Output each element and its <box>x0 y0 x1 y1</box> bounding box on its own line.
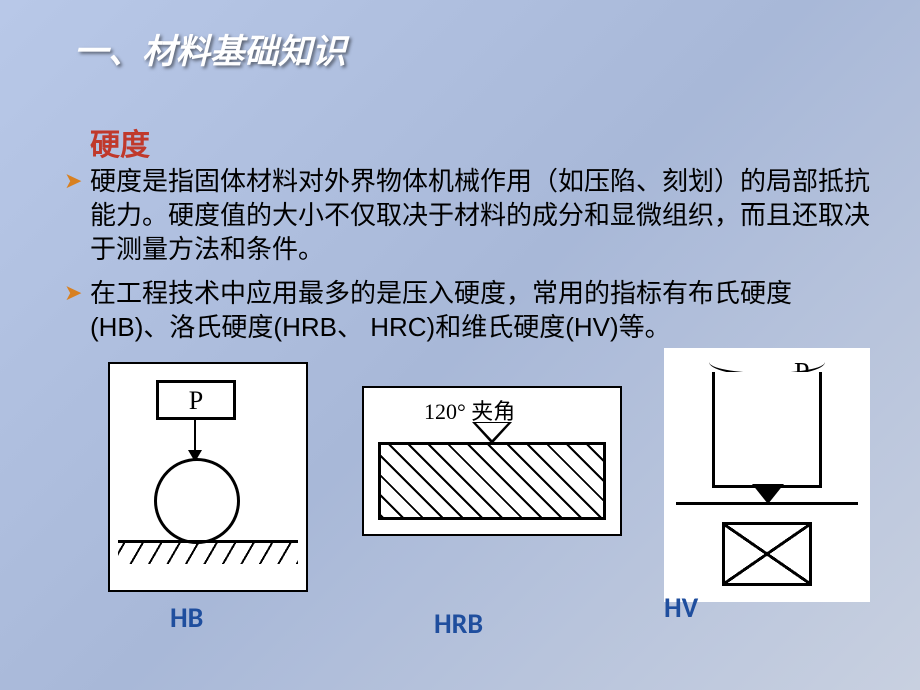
hv-indent-mark-icon <box>722 522 812 586</box>
section-subtitle: 硬度 <box>90 120 150 164</box>
hb-diagram: P <box>108 362 308 592</box>
hb-caption: HB <box>170 600 203 635</box>
cone-tip-icon <box>472 422 512 444</box>
specimen-hatch-icon <box>378 442 606 520</box>
bullet-text: 在工程技术中应用最多的是压入硬度，常用的指标有布氏硬度(HB)、洛氏硬度(HRB… <box>90 276 870 344</box>
bullet-item: ➤ 硬度是指固体材料对外界物体机械作用（如压陷、刻划）的局部抵抗能力。硬度值的大… <box>64 164 870 266</box>
bullet-arrow-icon: ➤ <box>64 276 90 310</box>
arrow-down-icon <box>194 420 196 454</box>
hv-diagram: P <box>664 348 870 602</box>
hv-caption: HV <box>664 590 698 625</box>
bullet-item: ➤ 在工程技术中应用最多的是压入硬度，常用的指标有布氏硬度(HB)、洛氏硬度(H… <box>64 276 870 344</box>
pyramid-tip-icon <box>752 484 784 504</box>
hb-ball-icon <box>154 458 240 544</box>
hv-surface-line <box>676 502 858 505</box>
diagram-row: P HB 120° 夹角 HRB P HV <box>90 356 890 626</box>
page-title: 一、材料基础知识 <box>74 24 346 73</box>
hb-load-label: P <box>156 380 236 420</box>
hv-indenter-icon <box>712 372 822 488</box>
bullet-arrow-icon: ➤ <box>64 164 90 198</box>
surface-hatch-icon <box>118 540 298 564</box>
hrb-caption: HRB <box>434 606 483 641</box>
hrb-diagram: 120° 夹角 <box>362 386 622 536</box>
bullet-text: 硬度是指固体材料对外界物体机械作用（如压陷、刻划）的局部抵抗能力。硬度值的大小不… <box>90 164 870 266</box>
